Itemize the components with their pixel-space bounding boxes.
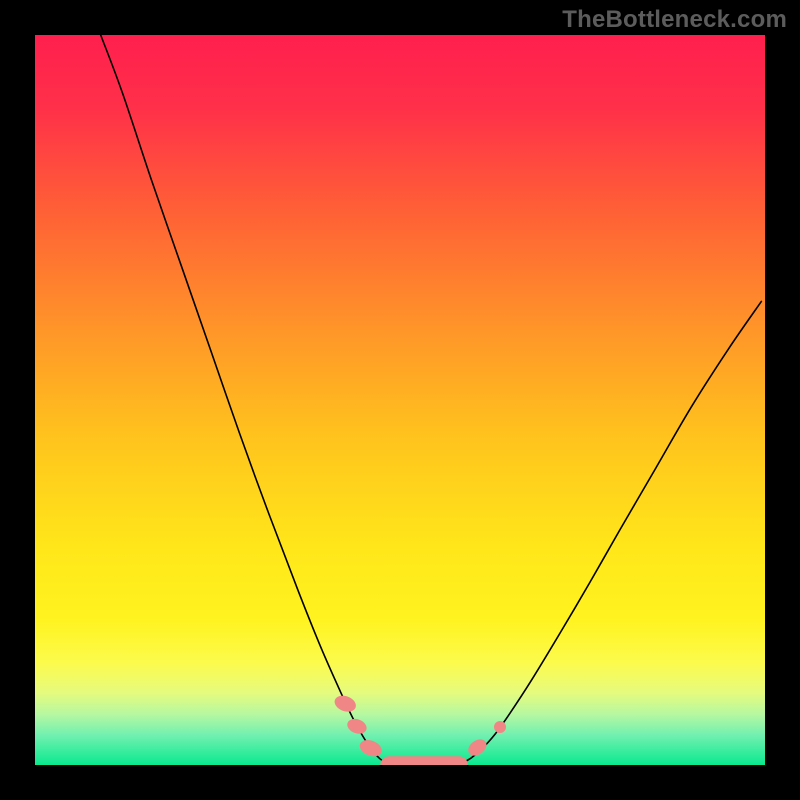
plot-svg — [35, 35, 765, 765]
gradient-background — [35, 35, 765, 765]
bottom-pill — [380, 756, 468, 765]
right-node-1 — [494, 721, 506, 733]
plot-area — [35, 35, 765, 765]
watermark-label: TheBottleneck.com — [562, 6, 787, 34]
